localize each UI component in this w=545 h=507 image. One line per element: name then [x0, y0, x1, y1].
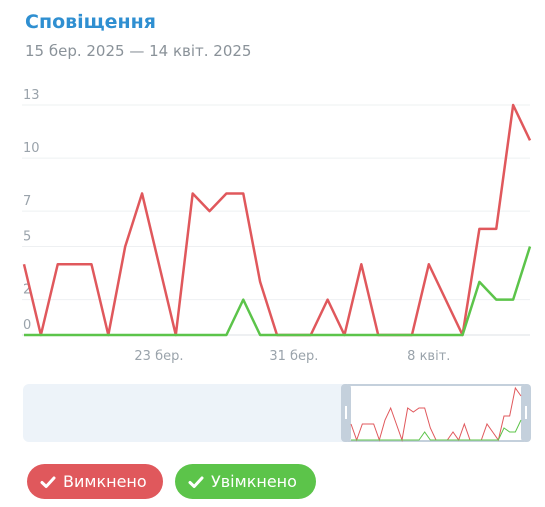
x-tick-label: 23 бер.: [134, 349, 183, 364]
navigator-grip: [525, 406, 527, 419]
chart: 0 2 5 7 10 13 23 бер. 31 бер. 8 квіт.: [22, 88, 532, 442]
navigator-line: [351, 419, 522, 441]
y-tick-label: 5: [23, 230, 31, 245]
chart-subtitle: 15 бер. 2025 — 14 квіт. 2025: [25, 42, 252, 60]
series-line: [22, 103, 532, 337]
navigator-window: [348, 384, 524, 442]
y-tick-label: 0: [23, 318, 31, 333]
navigator-grip: [345, 406, 347, 419]
legend-button[interactable]: Увімкнено: [175, 464, 316, 499]
legend-button[interactable]: Вимкнено: [27, 464, 163, 499]
legend-label: Вимкнено: [63, 472, 147, 491]
y-tick-label: 13: [23, 88, 40, 103]
y-tick-label: 7: [23, 194, 31, 209]
y-tick-label: 10: [23, 141, 40, 156]
check-icon: [188, 476, 204, 488]
x-tick-label: 31 бер.: [269, 349, 318, 364]
legend-label: Увімкнено: [211, 472, 297, 491]
series-line: [24, 246, 532, 337]
check-icon: [40, 476, 56, 488]
chart-title: Сповіщення: [25, 11, 157, 33]
x-tick-label: 8 квіт.: [407, 349, 450, 364]
y-tick-label: 2: [23, 283, 31, 298]
